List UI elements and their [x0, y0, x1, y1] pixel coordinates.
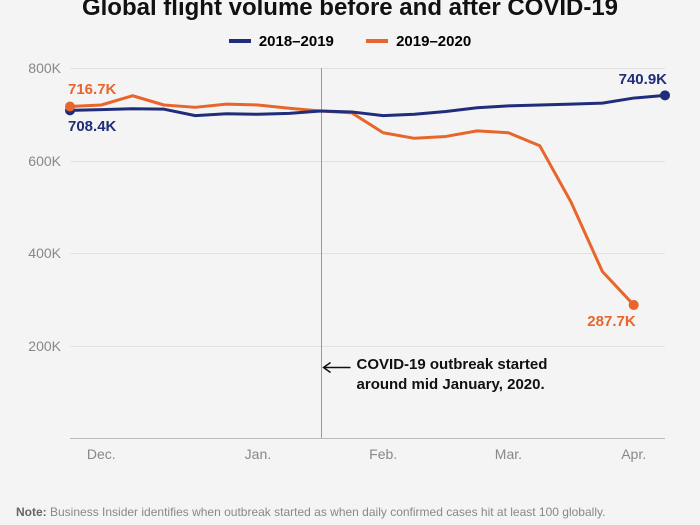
series2-end-label: 287.7K: [587, 313, 635, 330]
y-tick-label: 800K: [28, 60, 61, 76]
legend-label-2: 2019–2020: [396, 33, 471, 50]
footnote-text: Business Insider identifies when outbrea…: [47, 505, 606, 519]
series2-end-dot: [629, 300, 639, 310]
legend-item-1: 2018–2019: [229, 33, 334, 50]
y-tick-label: 200K: [28, 338, 61, 354]
chart-container: Global flight volume before and after CO…: [0, 0, 700, 525]
series2-start-label: 716.7K: [68, 81, 116, 98]
series1-line: [70, 95, 665, 115]
legend-swatch-2: [366, 39, 388, 43]
legend-label-1: 2018–2019: [259, 33, 334, 50]
y-tick-label: 600K: [28, 153, 61, 169]
plot-area: 200K400K600K800KDec.Jan.Feb.Mar.Apr.716.…: [70, 68, 665, 468]
legend-item-2: 2019–2020: [366, 33, 471, 50]
footnote-prefix: Note:: [16, 505, 47, 519]
series1-end-label: 740.9K: [619, 71, 667, 88]
outbreak-annotation: COVID-19 outbreak started around mid Janu…: [357, 355, 548, 396]
annotation-arrow-icon: [324, 363, 351, 373]
legend: 2018–2019 2019–2020: [0, 30, 700, 50]
annotation-line1: COVID-19 outbreak started: [357, 356, 548, 373]
series1-end-dot: [660, 90, 670, 100]
annotation-line2: around mid January, 2020.: [357, 376, 545, 393]
legend-swatch-1: [229, 39, 251, 43]
lines-svg: [70, 68, 665, 468]
footnote: Note: Business Insider identifies when o…: [16, 505, 684, 519]
series2-start-dot: [65, 102, 75, 112]
chart-title: Global flight volume before and after CO…: [0, 0, 700, 22]
y-tick-label: 400K: [28, 245, 61, 261]
series1-start-label: 708.4K: [68, 118, 116, 135]
series2-line: [70, 96, 634, 305]
